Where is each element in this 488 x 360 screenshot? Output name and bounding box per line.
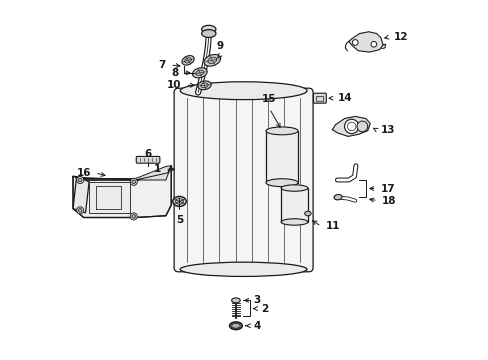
Ellipse shape [304,211,310,216]
Ellipse shape [172,197,186,206]
Text: 8: 8 [171,68,179,78]
Circle shape [77,176,83,184]
Text: 9: 9 [216,41,224,51]
Text: 10: 10 [166,80,181,90]
Polygon shape [89,182,130,213]
Circle shape [130,213,137,220]
Ellipse shape [195,70,203,76]
FancyBboxPatch shape [313,93,325,103]
Ellipse shape [192,68,207,78]
Ellipse shape [231,298,240,303]
Text: 5: 5 [176,215,183,225]
Text: 14: 14 [337,93,351,103]
Polygon shape [73,176,89,213]
Polygon shape [75,166,171,180]
Text: 7: 7 [158,60,165,70]
Circle shape [78,178,82,182]
Text: 18: 18 [381,196,396,206]
FancyBboxPatch shape [174,88,312,272]
Circle shape [132,180,135,184]
Circle shape [356,121,367,132]
Ellipse shape [201,30,216,37]
Polygon shape [331,116,369,136]
Ellipse shape [203,54,220,66]
Ellipse shape [333,194,341,200]
Ellipse shape [180,82,306,100]
Ellipse shape [197,81,211,90]
Text: 6: 6 [144,149,151,159]
Text: 3: 3 [253,296,260,305]
Text: 16: 16 [76,168,91,178]
Circle shape [370,41,376,47]
Circle shape [77,207,83,214]
Ellipse shape [231,323,240,328]
Circle shape [352,40,357,45]
Ellipse shape [201,83,208,88]
Ellipse shape [201,25,216,33]
Circle shape [78,208,82,212]
Ellipse shape [180,262,306,276]
Ellipse shape [182,55,194,65]
Text: 12: 12 [393,32,407,42]
Bar [265,131,298,183]
Bar [316,96,323,101]
Bar [281,188,307,222]
Circle shape [130,178,137,185]
Polygon shape [348,32,382,52]
Ellipse shape [281,219,307,225]
Circle shape [132,215,135,218]
Circle shape [344,119,358,134]
Ellipse shape [265,179,298,186]
Text: 11: 11 [325,221,339,231]
Ellipse shape [184,58,191,63]
Polygon shape [135,166,171,180]
Ellipse shape [265,127,298,135]
FancyBboxPatch shape [136,157,160,163]
Text: 13: 13 [380,125,395,135]
Ellipse shape [281,185,307,191]
Text: 4: 4 [253,321,260,331]
Polygon shape [73,166,171,217]
Ellipse shape [229,322,242,330]
Ellipse shape [207,57,217,63]
Text: 1: 1 [153,164,161,174]
Text: 15: 15 [262,94,276,104]
Text: 2: 2 [261,303,268,314]
Text: 17: 17 [380,184,395,194]
